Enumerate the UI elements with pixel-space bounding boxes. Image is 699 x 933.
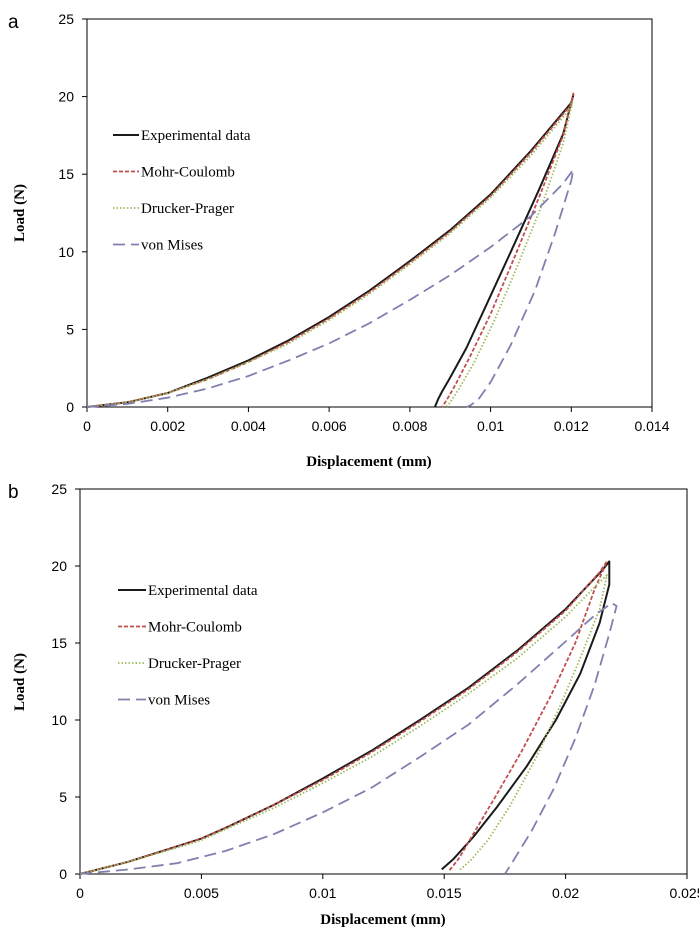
x-tick-label: 0.014	[634, 418, 669, 434]
series-line-mohr-coulomb	[79, 560, 608, 875]
x-tick-label: 0.008	[392, 418, 427, 434]
x-tick-label: 0	[76, 885, 84, 901]
legend-b: Experimental data Mohr-Coulomb Drucker-Pra…	[118, 583, 258, 709]
legend-label: Drucker-Prager	[141, 201, 234, 217]
panel-letter-b: b	[8, 482, 19, 503]
panel-b: b 0 0.005 0.01 0.015 0.02 0.025 0 5 10 15 20 25 Di…	[8, 481, 699, 928]
y-tick-label: 15	[58, 166, 74, 182]
series-line-experimental-data	[86, 94, 575, 408]
series-line-mohr-coulomb	[86, 92, 575, 408]
legend-a: Experimental data Mohr-Coulomb Drucker-Pra…	[113, 128, 251, 254]
series-line-von-mises	[79, 602, 618, 875]
y-tick-labels-a: 0 5 10 15 20 25	[58, 11, 74, 415]
legend-label: Drucker-Prager	[148, 656, 241, 672]
legend-label: Mohr-Coulomb	[148, 620, 242, 636]
x-tick-label: 0.02	[552, 885, 579, 901]
y-tick-label: 25	[51, 481, 67, 497]
legend-label: Mohr-Coulomb	[141, 165, 235, 181]
y-tick-label: 5	[59, 789, 67, 805]
legend-label: von Mises	[148, 693, 210, 709]
y-tick-label: 0	[66, 399, 74, 415]
tick-marks-b	[75, 488, 688, 879]
y-tick-label: 25	[58, 11, 74, 27]
y-tick-label: 10	[58, 244, 74, 260]
x-tick-label: 0.004	[231, 418, 266, 434]
y-tick-label: 0	[59, 866, 67, 882]
x-tick-label: 0.025	[669, 885, 699, 901]
series-layer-b	[79, 560, 618, 875]
y-tick-label: 20	[51, 558, 67, 574]
x-tick-label: 0	[83, 418, 91, 434]
x-tick-label: 0.01	[477, 418, 504, 434]
x-tick-labels-b: 0 0.005 0.01 0.015 0.02 0.025	[76, 885, 699, 901]
x-tick-label: 0.006	[312, 418, 347, 434]
series-line-drucker-prager	[86, 100, 574, 408]
series-line-experimental-data	[79, 560, 611, 875]
y-tick-label: 5	[66, 321, 74, 337]
x-tick-label: 0.012	[554, 418, 589, 434]
legend-label: von Mises	[141, 238, 203, 254]
legend-label: Experimental data	[141, 128, 251, 144]
y-axis-title-b: Load (N)	[12, 653, 28, 711]
x-tick-label: 0.005	[184, 885, 219, 901]
x-tick-label: 0.01	[309, 885, 336, 901]
x-tick-labels-a: 0 0.002 0.004 0.006 0.008 0.01 0.012 0.014	[83, 418, 670, 434]
y-tick-label: 10	[51, 712, 67, 728]
panel-a: a 0 0.002 0.004 0.006 0.008 0.01 0.012 0.014 0 5…	[8, 11, 670, 470]
tick-marks-a	[82, 18, 653, 412]
series-line-drucker-prager	[79, 574, 608, 875]
x-axis-title-b: Displacement (mm)	[320, 912, 445, 928]
x-tick-label: 0.015	[427, 885, 462, 901]
y-tick-labels-b: 0 5 10 15 20 25	[51, 481, 67, 882]
panel-letter-a: a	[8, 12, 19, 33]
y-tick-label: 20	[58, 89, 74, 105]
legend-label: Experimental data	[148, 583, 258, 599]
x-axis-title-a: Displacement (mm)	[306, 454, 431, 470]
x-tick-label: 0.002	[150, 418, 185, 434]
y-axis-title-a: Load (N)	[12, 184, 28, 242]
series-layer-a	[86, 92, 575, 408]
y-tick-label: 15	[51, 635, 67, 651]
plot-area-a	[86, 18, 653, 408]
plot-area-b	[79, 488, 688, 875]
series-line-von-mises	[86, 168, 575, 408]
